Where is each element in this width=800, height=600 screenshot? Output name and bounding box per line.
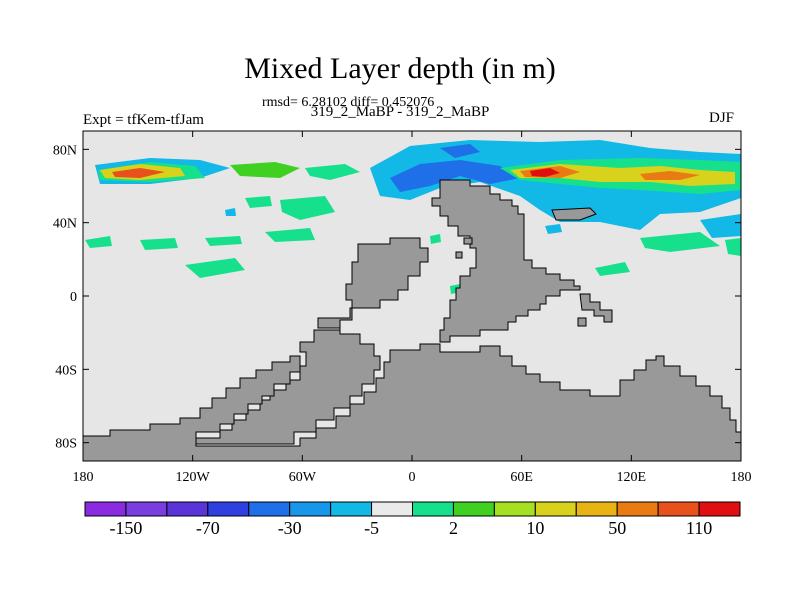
land-mass-west bbox=[195, 237, 429, 445]
green-blob-f bbox=[85, 236, 112, 248]
cyan-blob-mid bbox=[225, 208, 236, 216]
colorbar-label: 10 bbox=[526, 518, 544, 538]
stats-text: rmsd= 6.28102 diff= 0.452076 bbox=[262, 95, 435, 110]
colorbar-swatch bbox=[452, 501, 495, 517]
colorbar-swatch bbox=[125, 501, 168, 517]
colorbar-swatch bbox=[289, 501, 332, 517]
x-tick-label: 180 bbox=[731, 470, 752, 485]
colorbar: -150 -70 -30 -5 2 10 50 110 bbox=[84, 501, 741, 538]
green-blob-b bbox=[305, 164, 360, 180]
green-blob-h bbox=[205, 236, 242, 246]
colorbar-label: 110 bbox=[686, 518, 712, 538]
blue-blob-2 bbox=[440, 144, 480, 158]
green-blob-j bbox=[595, 262, 630, 276]
x-tick-label: 120W bbox=[176, 470, 211, 485]
land-island-w bbox=[463, 237, 473, 245]
x-tick-label: 180 bbox=[73, 470, 94, 485]
land-island-ne bbox=[551, 207, 597, 221]
green-blob-i bbox=[265, 228, 315, 242]
land-island-small bbox=[577, 317, 587, 327]
colorbar-label: 2 bbox=[449, 518, 458, 538]
x-tick-label: 120E bbox=[617, 470, 647, 485]
colorbar-swatch bbox=[207, 501, 250, 517]
red-blob-nw bbox=[112, 168, 165, 178]
colorbar-swatch bbox=[493, 501, 536, 517]
colorbar-label: -5 bbox=[364, 518, 379, 538]
colorbar-swatch bbox=[330, 501, 373, 517]
green-blob-a bbox=[230, 162, 300, 178]
y-tick-label: 80S bbox=[55, 437, 77, 452]
cyan-blob-s bbox=[545, 224, 562, 234]
blue-band-ne bbox=[390, 160, 520, 192]
colorbar-swatch bbox=[248, 501, 291, 517]
colorbar-swatch bbox=[698, 501, 741, 517]
green-blob-l bbox=[725, 238, 741, 256]
anomaly-contours bbox=[85, 140, 741, 294]
green-blob-g bbox=[140, 238, 178, 250]
y-tick-label: 80N bbox=[53, 143, 77, 158]
colorbar-swatch bbox=[657, 501, 700, 517]
x-tick-label: 60E bbox=[510, 470, 533, 485]
colorbar-swatch bbox=[412, 501, 454, 517]
land-island-e bbox=[579, 293, 613, 323]
cyan-blob-ne bbox=[700, 214, 741, 238]
green-blob-c bbox=[280, 196, 335, 220]
colorbar-swatch bbox=[84, 501, 127, 517]
green-blob-k bbox=[640, 232, 720, 252]
plot-title: Mixed Layer depth (in m) bbox=[244, 52, 556, 85]
land-mass-southern bbox=[83, 343, 741, 461]
green-blob-m bbox=[430, 234, 441, 244]
season-label: DJF bbox=[709, 110, 735, 126]
y-tick-label: 40S bbox=[55, 363, 77, 378]
land-island-w2 bbox=[455, 251, 463, 259]
colorbar-label: -30 bbox=[278, 518, 302, 538]
colorbar-label: -150 bbox=[109, 518, 142, 538]
colorbar-swatch bbox=[166, 501, 209, 517]
experiment-label: Expt = tfKem-tfJam bbox=[83, 112, 204, 128]
y-tick-label: 0 bbox=[70, 290, 77, 305]
colorbar-swatch bbox=[371, 501, 413, 517]
colorbar-label: 50 bbox=[608, 518, 626, 538]
colorbar-label: -70 bbox=[196, 518, 220, 538]
green-blob-e bbox=[185, 258, 245, 278]
green-blob-d bbox=[245, 196, 272, 208]
axis-ticks: 180 120W 60W 0 60E 120E 180 80N 40N 0 40S 80S bbox=[53, 131, 752, 485]
orange-blob-ne2 bbox=[640, 171, 700, 180]
x-tick-label: 0 bbox=[409, 470, 416, 485]
red-blob-ne bbox=[530, 168, 560, 177]
colorbar-swatch bbox=[616, 501, 659, 517]
plot-subtitle: 319_2_MaBP - 319_2_MaBP bbox=[310, 104, 490, 120]
colorbar-swatch bbox=[575, 501, 618, 517]
y-tick-label: 40N bbox=[53, 217, 77, 232]
colorbar-swatch bbox=[534, 501, 577, 517]
x-tick-label: 60W bbox=[289, 470, 317, 485]
